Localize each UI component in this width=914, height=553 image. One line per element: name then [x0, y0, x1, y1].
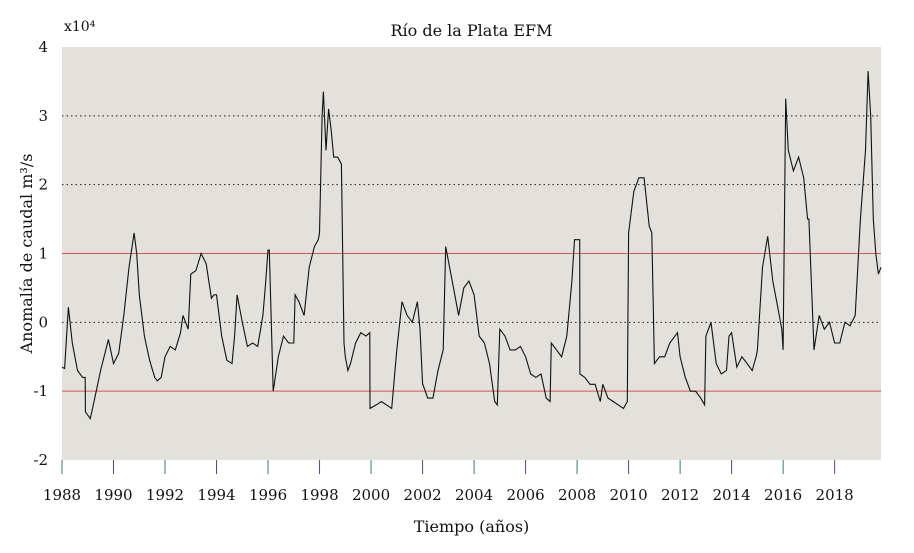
y-tick-label: 3 — [38, 107, 48, 125]
gridlines — [62, 115, 881, 323]
y-axis-title: Anomalía de caudal m³/s — [17, 154, 36, 355]
x-tick-label: 2006 — [506, 486, 544, 504]
x-tick-label: 2016 — [764, 486, 802, 504]
x-tick-label: 2010 — [610, 486, 648, 504]
y-tick-label: 4 — [38, 38, 48, 56]
x-tick-label: 2008 — [558, 486, 596, 504]
y-axis: -2 -1 0 1 2 3 4 — [33, 38, 48, 469]
x-tick-label: 2012 — [661, 486, 699, 504]
reference-lines — [62, 253, 881, 392]
x-axis-title: Tiempo (años) — [414, 517, 530, 536]
x-tick-label: 1994 — [197, 486, 235, 504]
x-tick-label: 1996 — [249, 486, 287, 504]
x-tick-label: 2018 — [816, 486, 854, 504]
y-multiplier-label: x10⁴ — [64, 19, 96, 35]
x-tick-label: 1990 — [94, 486, 132, 504]
x-tick-label: 1992 — [146, 486, 184, 504]
x-tick-label: 1988 — [43, 486, 81, 504]
x-axis: 1988 1990 1992 1994 1996 1998 2000 2002 2004 2006… — [43, 460, 854, 504]
x-tick-label: 2004 — [455, 486, 493, 504]
y-tick-label: 0 — [38, 313, 48, 331]
series-line — [61, 71, 882, 421]
chart-title: Río de la Plata EFM — [390, 21, 552, 40]
y-tick-label: -1 — [33, 382, 48, 400]
x-tick-label: 2002 — [403, 486, 441, 504]
y-tick-label: -2 — [33, 451, 48, 469]
x-tick-label: 2014 — [713, 486, 751, 504]
x-tick-label: 1998 — [300, 486, 338, 504]
y-tick-label: 1 — [38, 245, 48, 263]
x-tick-label: 2000 — [352, 486, 390, 504]
y-tick-label: 2 — [38, 176, 48, 194]
